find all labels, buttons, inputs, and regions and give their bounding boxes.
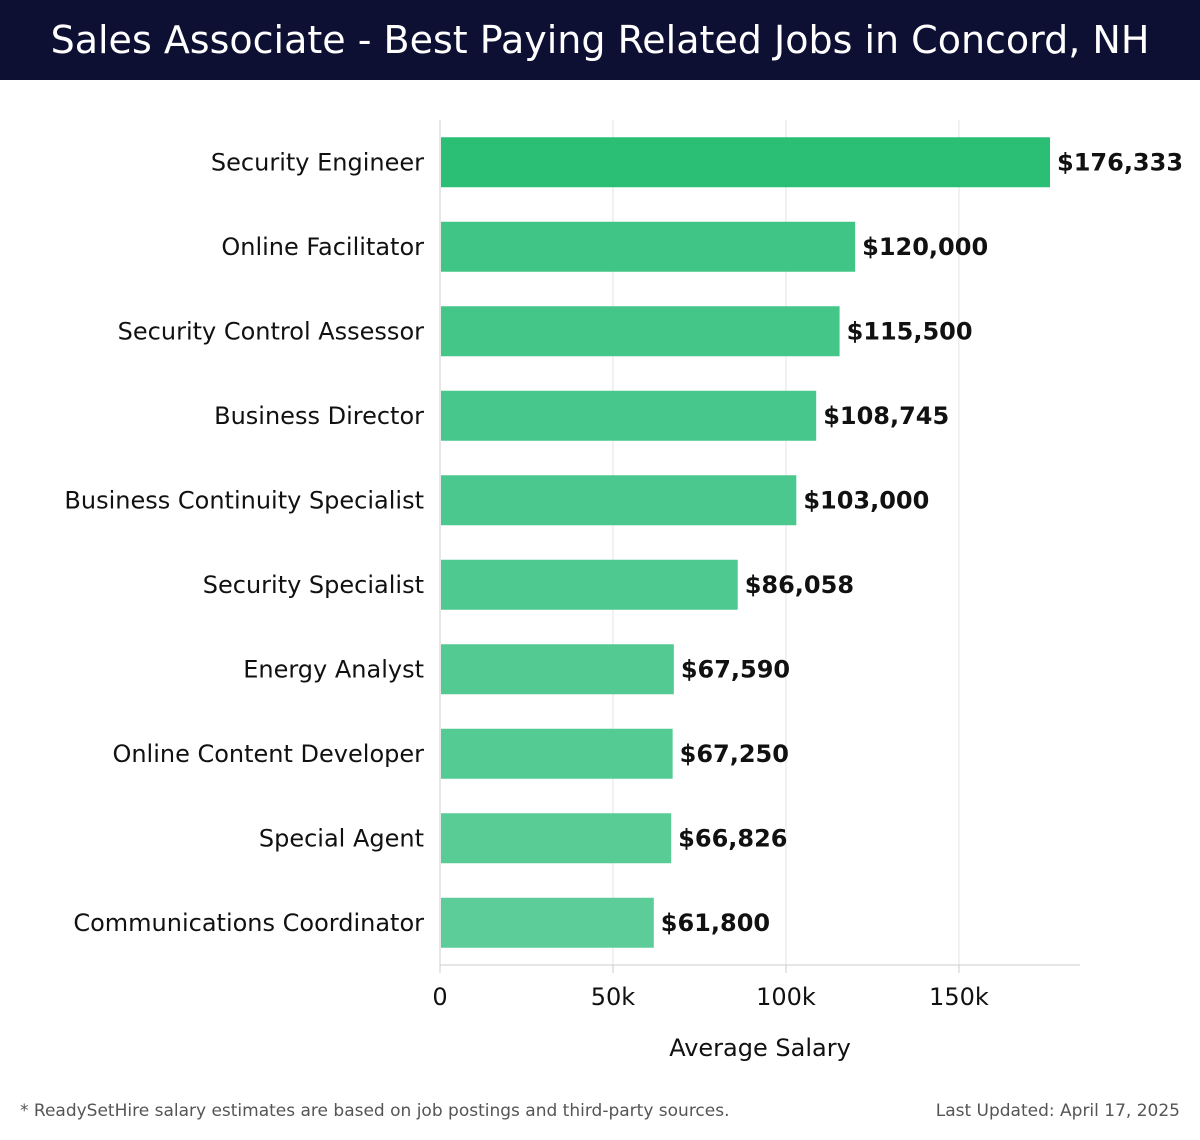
footnote: * ReadySetHire salary estimates are base… [20,1101,730,1121]
value-label: $120,000 [862,233,988,261]
bar-chart: 0 50k 100k 150k Security Engineer $176,333 Onl… [64,120,1183,1062]
category-label: Energy Analyst [243,655,424,683]
value-label: $115,500 [847,317,973,345]
value-label: $103,000 [803,486,929,514]
bar-security-specialist [441,559,738,610]
bar-security-control-assessor [441,306,840,357]
value-label: $67,250 [680,740,789,768]
bar-business-director [441,390,817,441]
bar-business-continuity-specialist [441,475,797,526]
value-label: $176,333 [1057,148,1183,176]
category-label: Security Control Assessor [118,317,424,345]
bar-security-engineer [441,137,1051,188]
x-tick-label: 150k [929,983,989,1011]
value-label: $61,800 [661,909,770,937]
labels: 0 50k 100k 150k Security Engineer $176,333 Onl… [64,148,1183,1011]
x-tick-label: 0 [432,983,447,1011]
category-label: Online Content Developer [112,740,424,768]
category-label: Online Facilitator [221,233,424,261]
value-label: $86,058 [745,571,854,599]
x-tick-label: 100k [756,983,816,1011]
value-label: $108,745 [823,402,949,430]
category-label: Business Continuity Specialist [64,486,424,514]
bar-online-content-developer [441,728,673,779]
bar-special-agent [441,813,672,864]
bar-online-facilitator [441,221,856,272]
value-label: $66,826 [678,824,787,852]
category-label: Business Director [214,402,424,430]
bar-energy-analyst [441,644,674,695]
category-label: Special Agent [259,824,424,852]
value-label: $67,590 [681,655,790,683]
bar-communications-coordinator [441,897,654,948]
category-label: Security Engineer [211,148,424,176]
bars [441,137,1051,948]
category-label: Communications Coordinator [73,909,424,937]
x-axis-label: Average Salary [669,1034,851,1062]
category-label: Security Specialist [203,571,424,599]
last-updated: Last Updated: April 17, 2025 [935,1101,1180,1121]
x-tick-label: 50k [591,983,636,1011]
chart-title: Sales Associate - Best Paying Related Jo… [0,0,1200,80]
